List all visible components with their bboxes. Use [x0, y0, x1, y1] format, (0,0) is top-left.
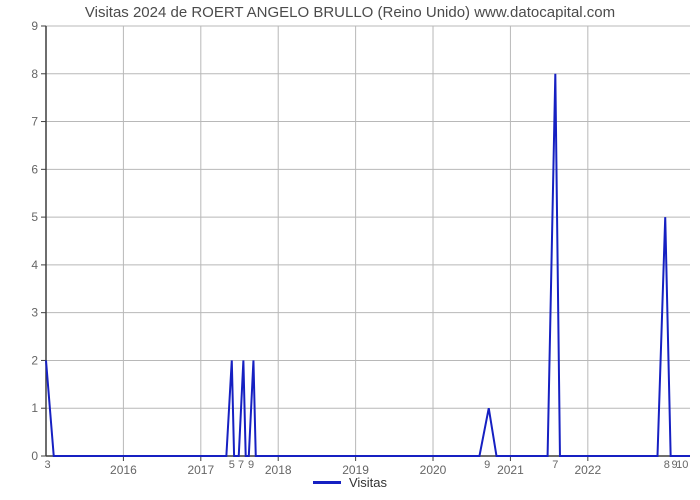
y-tick-label: 9 — [31, 19, 38, 33]
y-tick-label: 2 — [31, 353, 38, 367]
y-tick-label: 5 — [31, 210, 38, 224]
y-tick-label: 7 — [31, 115, 38, 129]
x-value-label: 7 — [552, 459, 558, 471]
chart-plot: 0123456789201620172018201920202021202235… — [0, 0, 700, 500]
y-tick-label: 6 — [31, 162, 38, 176]
y-tick-label: 1 — [31, 401, 38, 415]
chart-legend: Visitas — [0, 474, 700, 490]
x-value-label: 5 — [229, 459, 235, 471]
x-value-label: 3 — [44, 459, 50, 471]
x-value-label: 9 — [484, 459, 490, 471]
x-value-label: 7 — [238, 459, 244, 471]
y-tick-label: 4 — [31, 258, 38, 272]
x-value-label: 9 — [248, 459, 254, 471]
legend-label: Visitas — [349, 475, 387, 490]
legend-swatch — [313, 481, 341, 484]
y-tick-label: 3 — [31, 306, 38, 320]
x-value-label: 10 — [676, 459, 688, 471]
y-tick-label: 8 — [31, 67, 38, 81]
x-value-label: 8 — [664, 459, 670, 471]
y-tick-label: 0 — [31, 449, 38, 463]
